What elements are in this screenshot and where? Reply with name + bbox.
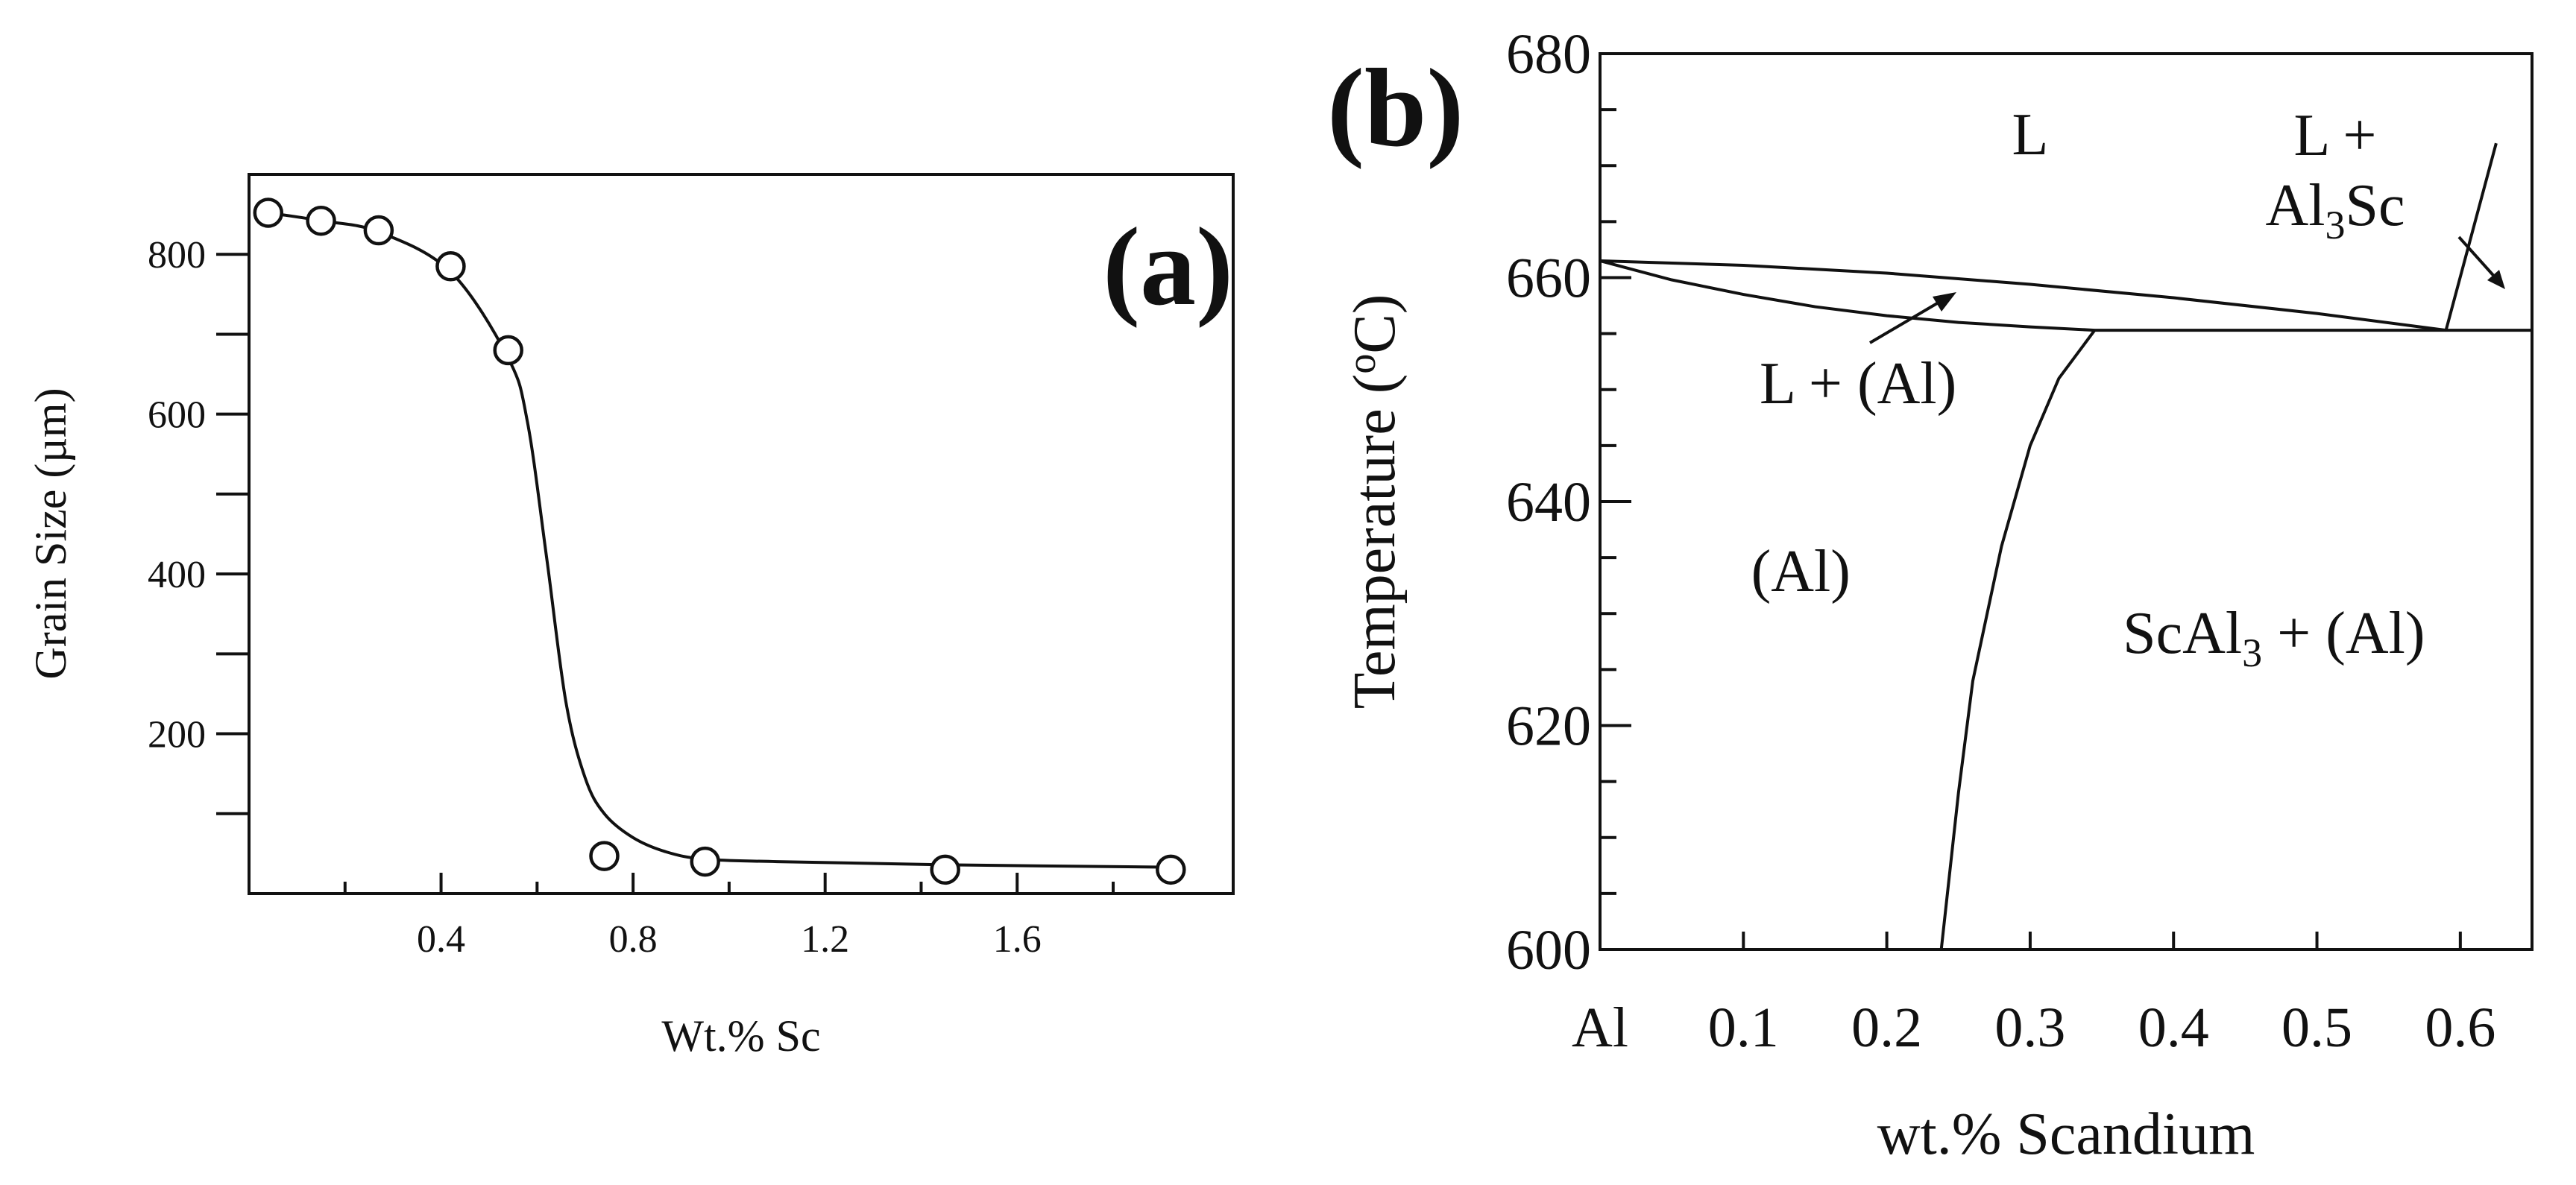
- panel-b-y-tick-label: 680: [1506, 23, 1591, 86]
- region-label-scal3-plus-al: ScAl3 + (Al): [2123, 601, 2425, 675]
- region-label-liquid-plus-al3sc-line1: L +: [2293, 103, 2376, 168]
- region-label-liquid-plus-al: L + (Al): [1760, 351, 1956, 417]
- panel-a-y-axis-label: Grain Size (µm): [26, 388, 75, 679]
- panel-a-data-point: [930, 854, 960, 885]
- panel-b-phase-boundary-line: [2444, 142, 2498, 331]
- panel-a-data-point: [589, 841, 620, 871]
- panel-b-phase-boundary-line: [1939, 329, 2097, 950]
- panel-a-plot-frame: [248, 173, 1235, 895]
- panel-b-x-tick-label: 0.4: [2138, 996, 2209, 1059]
- panel-b-phase-boundaries: [1599, 142, 2532, 950]
- panel-a-y-tick-label: 600: [148, 394, 206, 437]
- panel-b-x-tick-label: 0.6: [2425, 996, 2495, 1059]
- panel-a-data-point: [690, 846, 720, 877]
- panel-a-x-tick-label: 0.8: [609, 918, 658, 961]
- panel-a-label: (a): [1103, 205, 1233, 329]
- panel-b-ticks: [1600, 52, 2462, 951]
- panel-a-x-axis-label: Wt.% Sc: [661, 1011, 820, 1061]
- panel-a-y-tick-label: 400: [148, 554, 206, 596]
- panel-a-tick-labels: 0.4 0.8 1.2 1.6 200 400 600 800: [148, 234, 1042, 961]
- arrow-to-liquid-plus-al3sc-region: [2457, 236, 2505, 289]
- region-label-al: (Al): [1751, 539, 1851, 604]
- panel-a-data-point: [435, 251, 466, 282]
- panel-a-y-tick-label: 200: [148, 714, 206, 756]
- panel-a-y-tick-label: 800: [148, 234, 206, 276]
- panel-b-x-tick-label: 0.1: [1708, 996, 1779, 1059]
- panel-b-phase-boundary-line: [1599, 259, 2446, 332]
- panel-b-x-tick-label: 0.3: [1994, 996, 2065, 1059]
- panel-b-label: (b): [1327, 46, 1464, 170]
- panel-b-x-tick-label: 0.5: [2281, 996, 2352, 1059]
- panel-a-data-point: [1156, 854, 1186, 885]
- panel-b-x-tick-label: 0.2: [1851, 996, 1922, 1059]
- panel-b-y-tick-label: 600: [1506, 919, 1591, 982]
- panel-a-data-point: [493, 335, 523, 366]
- panel-b-y-tick-label: 640: [1506, 471, 1591, 534]
- panel-a-chart: 0.4 0.8 1.2 1.6 200 400 600 800 (a) Wt.% Sc Gra…: [26, 173, 1235, 1061]
- panel-a-x-tick-label: 1.6: [993, 918, 1042, 961]
- panel-a-data-point: [363, 215, 394, 246]
- panel-a-ticks: [216, 253, 1115, 894]
- panel-a-data-point: [306, 205, 336, 236]
- panel-b-y-tick-label: 620: [1506, 695, 1591, 758]
- panel-b-y-axis-label: Temperature (oC): [1339, 294, 1408, 710]
- panel-a-data-point: [253, 197, 284, 228]
- panel-b-phase-boundary-line: [1599, 259, 2095, 332]
- panel-a-x-tick-label: 0.4: [417, 918, 465, 961]
- region-label-liquid-plus-al3sc-line2: Al3Sc: [2266, 173, 2405, 247]
- panel-b-y-tick-label: 660: [1506, 247, 1591, 310]
- panel-a-fit-curve: [268, 211, 1171, 869]
- panel-b-tick-labels: Al 0.1 0.2 0.3 0.4 0.5 0.6 600 620 640 660 680: [1506, 23, 2495, 1059]
- panel-a-markers: [253, 197, 1186, 885]
- panel-b-x-tick-label: Al: [1572, 996, 1628, 1059]
- arrow-to-liquid-plus-al-region: [1868, 292, 1956, 344]
- panel-b-x-axis-label: wt.% Scandium: [1877, 1102, 2255, 1167]
- panel-a-x-tick-label: 1.2: [801, 918, 849, 961]
- region-label-liquid: L: [2012, 102, 2048, 168]
